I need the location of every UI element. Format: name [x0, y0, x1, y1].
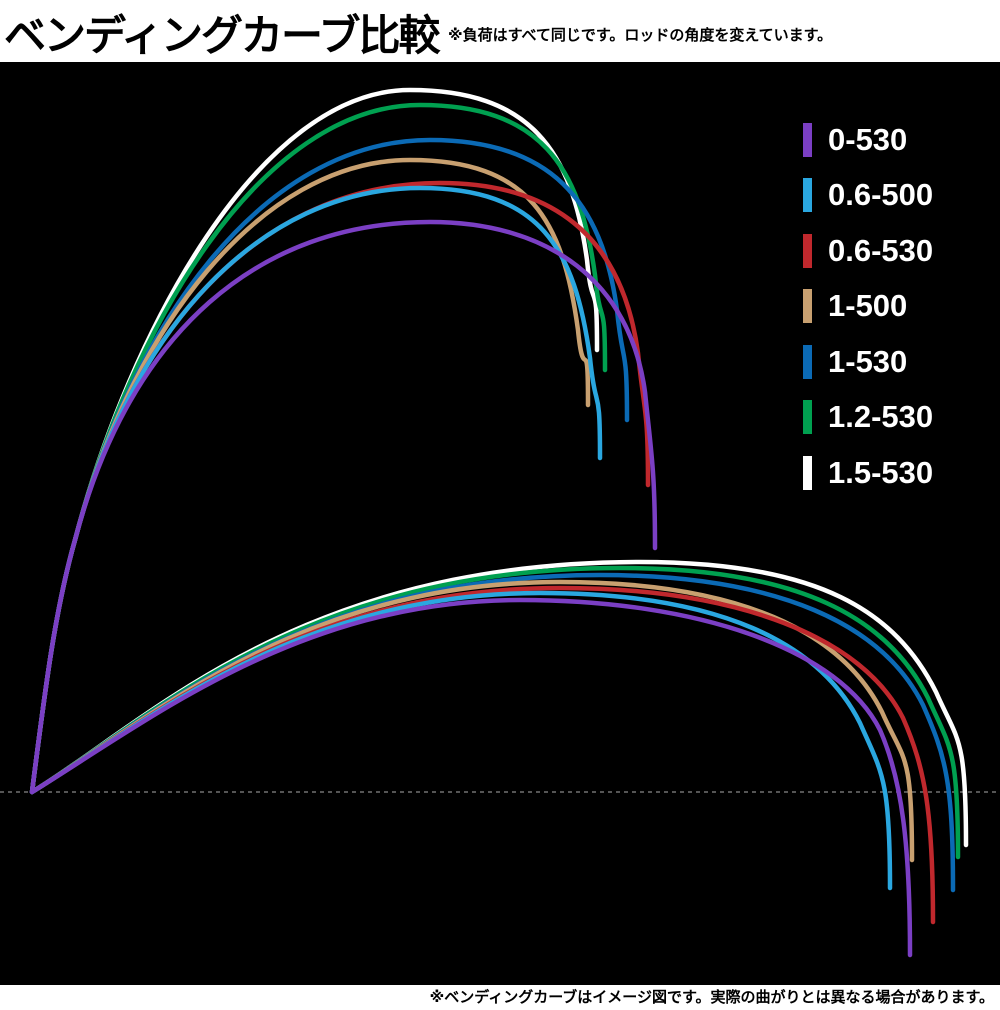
legend-label: 0.6-530 [828, 232, 934, 268]
legend-item: 0-530 [803, 112, 933, 168]
legend-swatch [803, 400, 812, 435]
chart-panel [0, 62, 1000, 985]
legend-item: 0.6-500 [803, 168, 933, 224]
legend-label: 0.6-500 [828, 177, 934, 213]
legend-item: 1.5-530 [803, 445, 933, 501]
legend-swatch [803, 233, 812, 268]
lower-curve [29, 597, 913, 958]
legend-label: 1-500 [828, 288, 908, 324]
legend-label: 1-530 [828, 343, 908, 379]
upper-curve [29, 87, 600, 795]
legend-swatch [803, 122, 812, 157]
legend-item: 0.6-530 [803, 223, 933, 279]
upper-curve [29, 157, 591, 795]
legend-item: 1-500 [803, 279, 933, 335]
load-note: ※負荷はすべて同じです。ロッドの角度を変えています。 [448, 26, 833, 44]
legend-label: 1.2-530 [828, 399, 934, 435]
legend-label: 0-530 [828, 121, 908, 157]
disclaimer: ※ベンディングカーブはイメージ図です。実際の曲がりとは異なる場合があります。 [429, 988, 994, 1006]
legend-swatch [803, 344, 812, 379]
legend-label: 1.5-530 [828, 454, 934, 490]
legend-swatch [803, 289, 812, 324]
legend-item: 1-530 [803, 334, 933, 390]
upper-curve [29, 180, 651, 795]
legend-item: 1.2-530 [803, 390, 933, 446]
legend-swatch [803, 455, 812, 490]
upper-curve [29, 219, 658, 795]
page-title: ベンディングカーブ比較 [4, 11, 441, 60]
lower-curve [29, 585, 936, 925]
legend: 0-530 0.6-500 0.6-530 1-500 1-530 1.2-530 1.5-… [803, 112, 933, 501]
legend-swatch [803, 178, 812, 213]
upper-curve [29, 185, 603, 795]
lower-curve [29, 572, 956, 893]
